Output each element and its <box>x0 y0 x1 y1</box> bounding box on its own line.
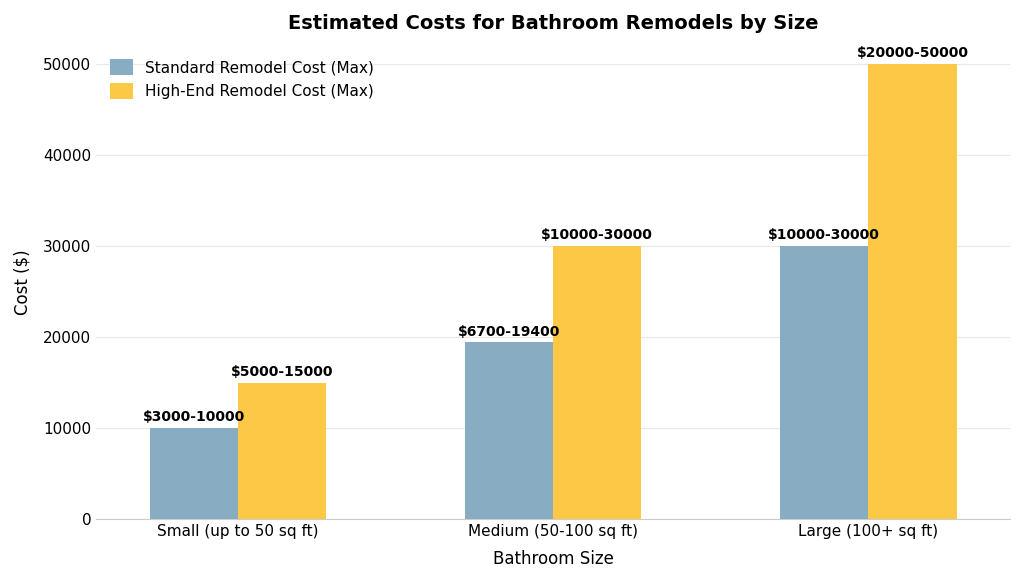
Text: $10000-30000: $10000-30000 <box>768 228 880 242</box>
Y-axis label: Cost ($): Cost ($) <box>14 250 32 315</box>
Text: $3000-10000: $3000-10000 <box>142 410 245 424</box>
X-axis label: Bathroom Size: Bathroom Size <box>493 550 613 568</box>
Bar <box>553 246 641 519</box>
Text: $20000-50000: $20000-50000 <box>856 46 969 60</box>
Bar <box>780 246 868 519</box>
Legend: Standard Remodel Cost (Max), High-End Remodel Cost (Max): Standard Remodel Cost (Max), High-End Re… <box>103 53 380 105</box>
Text: $6700-19400: $6700-19400 <box>458 325 560 339</box>
Text: $5000-15000: $5000-15000 <box>230 365 334 379</box>
Bar <box>868 64 956 519</box>
Bar <box>150 428 238 519</box>
Bar <box>238 382 327 519</box>
Bar <box>465 342 553 519</box>
Text: $10000-30000: $10000-30000 <box>542 228 653 242</box>
Title: Estimated Costs for Bathroom Remodels by Size: Estimated Costs for Bathroom Remodels by… <box>288 14 818 33</box>
